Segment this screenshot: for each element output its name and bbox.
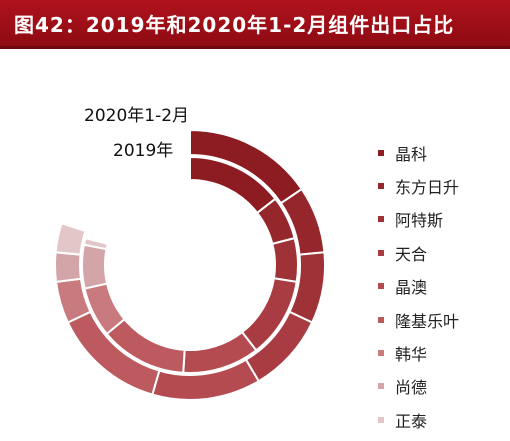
legend-item: 天合 bbox=[378, 236, 459, 269]
legend-item: 韩华 bbox=[378, 336, 459, 369]
legend: 晶科东方日升阿特斯天合晶澳隆基乐叶韩华尚德正泰 bbox=[378, 136, 459, 437]
ring-label-outer: 2020年1-2月 bbox=[84, 106, 189, 126]
legend-label: 正泰 bbox=[395, 411, 428, 431]
legend-label: 韩华 bbox=[395, 345, 428, 365]
legend-marker bbox=[378, 316, 384, 323]
legend-marker bbox=[378, 216, 384, 223]
legend-label: 天合 bbox=[395, 244, 428, 264]
legend-label: 东方日升 bbox=[395, 178, 460, 198]
legend-marker bbox=[378, 416, 384, 423]
title-bar: 图42：2019年和2020年1-2月组件出口占比 bbox=[0, 0, 510, 49]
legend-item: 阿特斯 bbox=[378, 203, 459, 236]
legend-item: 尚德 bbox=[378, 370, 459, 403]
legend-label: 晶科 bbox=[395, 144, 428, 164]
legend-label: 隆基乐叶 bbox=[395, 311, 460, 331]
outer-ring-slice-7 bbox=[54, 251, 82, 284]
legend-label: 阿特斯 bbox=[395, 211, 444, 231]
legend-marker bbox=[378, 149, 384, 156]
legend-item: 正泰 bbox=[378, 403, 459, 436]
legend-item: 隆基乐叶 bbox=[378, 303, 459, 336]
inner-ring-slice-7 bbox=[81, 243, 109, 290]
legend-marker bbox=[378, 283, 384, 290]
inner-ring-slice-8 bbox=[82, 236, 109, 251]
legend-marker bbox=[378, 350, 384, 357]
ring-label-inner: 2019年 bbox=[113, 141, 173, 161]
donut-rings bbox=[54, 128, 326, 401]
legend-label: 尚德 bbox=[395, 378, 428, 398]
legend-marker bbox=[378, 183, 384, 190]
legend-item: 晶科 bbox=[378, 136, 459, 169]
legend-label: 晶澳 bbox=[395, 278, 428, 298]
legend-item: 晶澳 bbox=[378, 270, 459, 303]
legend-marker bbox=[378, 249, 384, 256]
inner-ring-slice-2 bbox=[271, 236, 299, 284]
legend-marker bbox=[378, 383, 384, 390]
legend-item: 东方日升 bbox=[378, 169, 459, 202]
outer-ring-slice-8 bbox=[54, 222, 87, 256]
chart-title: 图42：2019年和2020年1-2月组件出口占比 bbox=[14, 13, 455, 37]
